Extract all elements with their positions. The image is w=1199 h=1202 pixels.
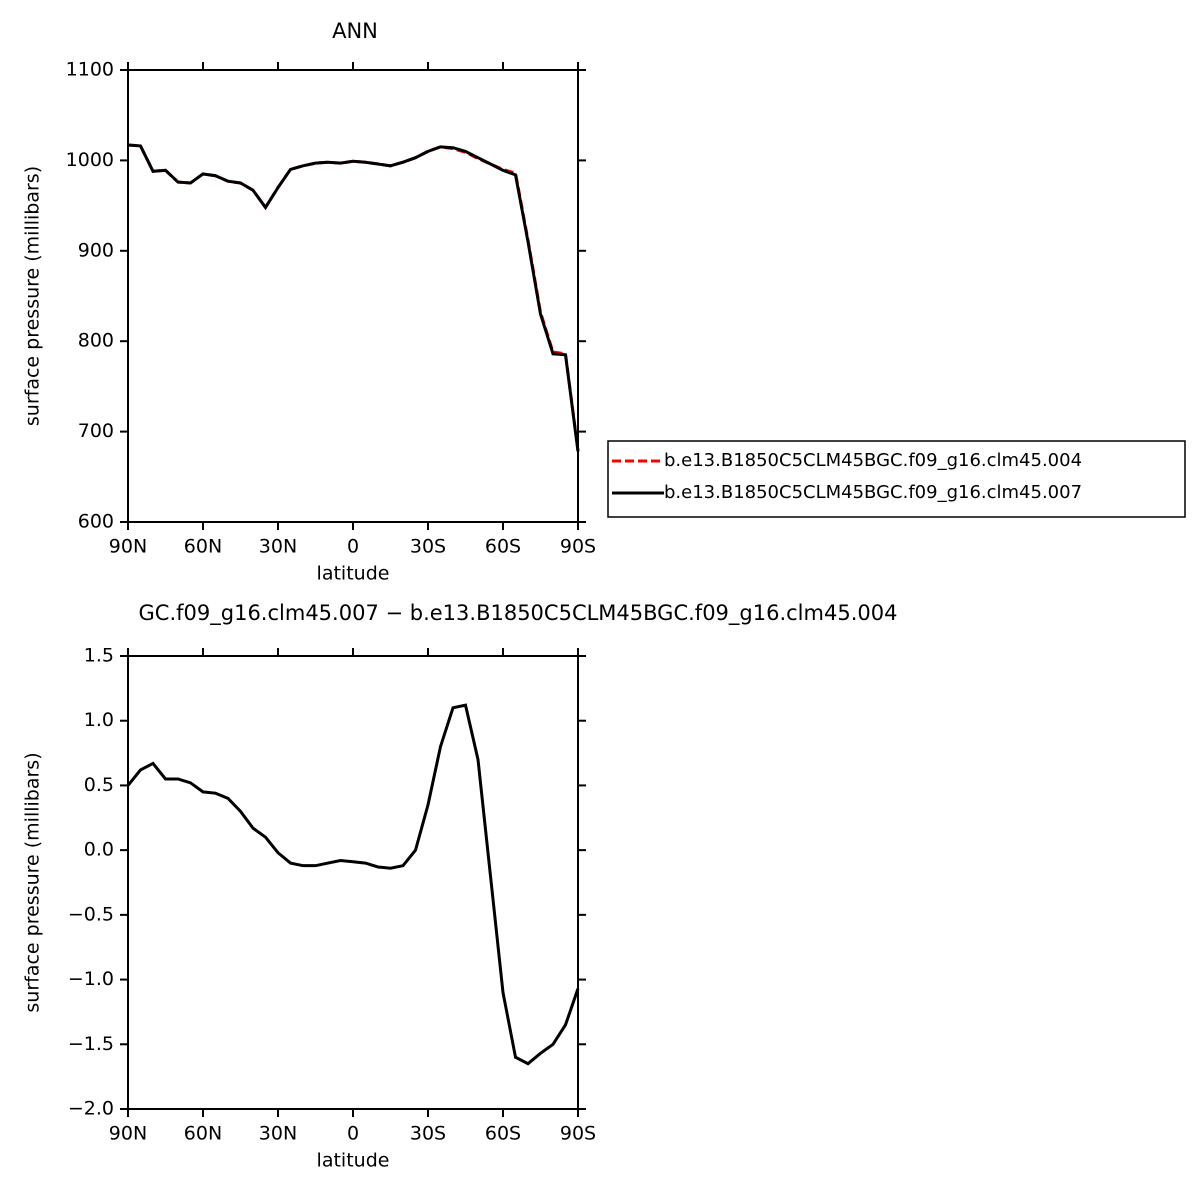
x-tick-label: 30S bbox=[410, 1123, 446, 1145]
data-line bbox=[126, 703, 580, 1066]
y-tick-label: 0.0 bbox=[84, 839, 114, 861]
x-tick-label: 90S bbox=[560, 1123, 596, 1145]
x-tick-label: 60S bbox=[485, 1123, 521, 1145]
x-axis-label: latitude bbox=[317, 1150, 390, 1172]
y-tick-label: 700 bbox=[78, 420, 114, 442]
x-tick-label: 0 bbox=[347, 1123, 359, 1145]
chart-title: GC.f09_g16.clm45.007 − b.e13.B1850C5CLM4… bbox=[139, 601, 898, 626]
y-tick-label: 800 bbox=[78, 330, 114, 352]
y-tick-label: −1.0 bbox=[68, 968, 114, 990]
x-tick-label: 0 bbox=[347, 536, 359, 558]
legend-box bbox=[607, 440, 1186, 518]
x-tick-label: 60N bbox=[184, 1123, 222, 1145]
x-tick-label: 30N bbox=[259, 536, 297, 558]
y-axis-label: surface pressure (millibars) bbox=[22, 752, 44, 1012]
x-tick-label: 60S bbox=[485, 536, 521, 558]
y-tick-label: −1.5 bbox=[68, 1033, 114, 1055]
x-axis-label: latitude bbox=[317, 563, 390, 585]
y-tick-label: 900 bbox=[78, 239, 114, 261]
x-tick-label: 90S bbox=[560, 536, 596, 558]
y-tick-label: 1100 bbox=[66, 59, 114, 81]
plot-frame bbox=[127, 69, 579, 523]
data-line bbox=[127, 143, 580, 451]
y-axis-label: surface pressure (millibars) bbox=[22, 166, 44, 426]
x-tick-label: 90N bbox=[109, 1123, 147, 1145]
x-tick-label: 30S bbox=[410, 536, 446, 558]
y-tick-label: 600 bbox=[78, 511, 114, 533]
legend-label: b.e13.B1850C5CLM45BGC.f09_g16.clm45.004 bbox=[664, 450, 1082, 471]
y-tick-label: −0.5 bbox=[68, 903, 114, 925]
y-tick-label: −2.0 bbox=[68, 1098, 114, 1120]
x-tick-label: 30N bbox=[259, 1123, 297, 1145]
y-tick-label: 1.0 bbox=[84, 709, 114, 731]
data-line bbox=[127, 143, 580, 452]
chart-title: ANN bbox=[332, 19, 378, 43]
x-tick-label: 90N bbox=[109, 536, 147, 558]
x-tick-label: 60N bbox=[184, 536, 222, 558]
y-tick-label: 1.5 bbox=[84, 645, 114, 667]
plot-frame bbox=[127, 655, 579, 1110]
y-tick-label: 0.5 bbox=[84, 774, 114, 796]
y-tick-label: 1000 bbox=[66, 149, 114, 171]
legend-label: b.e13.B1850C5CLM45BGC.f09_g16.clm45.007 bbox=[664, 482, 1082, 503]
